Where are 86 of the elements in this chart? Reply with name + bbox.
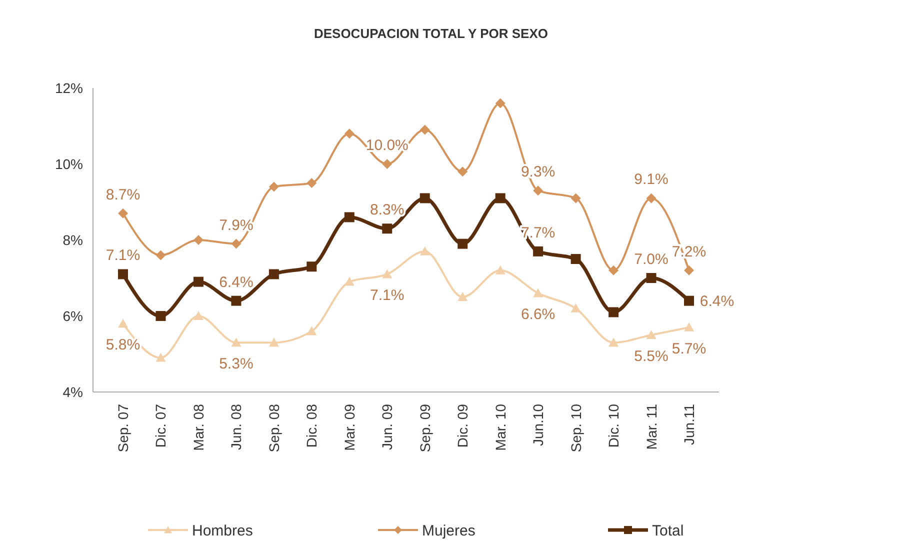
point <box>382 224 392 234</box>
data-label: 9.1% <box>634 171 668 188</box>
point <box>570 303 581 312</box>
point <box>458 166 468 177</box>
point <box>306 262 317 272</box>
x-tick-label: Dic. 07 <box>152 404 169 448</box>
point <box>646 273 656 283</box>
point <box>306 178 317 188</box>
point <box>420 246 430 256</box>
point <box>193 235 204 245</box>
point <box>684 322 694 332</box>
point <box>156 352 166 362</box>
point <box>646 193 656 204</box>
point <box>344 212 354 222</box>
legend-label: Mujeres <box>422 522 476 540</box>
point <box>193 276 204 287</box>
x-tick-label: Jun.11 <box>681 404 697 445</box>
legend-label: Total <box>652 522 684 540</box>
legend-label: Hombres <box>192 522 253 540</box>
data-label: 8.3% <box>370 202 404 219</box>
data-label: 6.4% <box>700 292 734 310</box>
point <box>193 311 204 320</box>
x-tick-label: Sep. 10 <box>568 404 584 452</box>
y-tick-label: 6% <box>62 308 83 324</box>
point <box>382 269 392 278</box>
point <box>268 182 279 192</box>
x-tick-label: Sep. 09 <box>416 404 433 452</box>
point <box>570 193 581 204</box>
point <box>608 307 619 318</box>
y-tick-label: 10% <box>54 156 83 172</box>
point <box>533 246 544 256</box>
x-tick-label: Jun. 09 <box>379 404 396 450</box>
point <box>458 238 468 249</box>
point <box>495 193 506 204</box>
x-tick-label: Jun.10 <box>530 404 546 446</box>
point <box>382 159 392 169</box>
data-label: 7.1% <box>106 247 140 264</box>
x-tick-label: Dic. 09 <box>454 404 471 448</box>
point <box>268 269 279 280</box>
x-tick-label: Mar. 08 <box>190 404 206 451</box>
point <box>156 250 166 260</box>
point <box>684 265 694 276</box>
point <box>495 265 506 274</box>
x-tick-label: Dic. 08 <box>304 404 320 448</box>
x-tick-label: Jun. 08 <box>228 404 244 450</box>
point <box>420 124 430 135</box>
data-label: 5.3% <box>219 356 254 373</box>
x-tick-label: Dic. 10 <box>606 404 622 448</box>
point <box>156 311 166 321</box>
point <box>231 296 242 306</box>
data-label: 7.0% <box>634 251 668 268</box>
point <box>344 276 354 286</box>
x-tick-label: Sep. 07 <box>115 404 131 452</box>
data-label: 8.7% <box>106 186 140 204</box>
data-label: 5.7% <box>672 340 706 358</box>
point <box>118 269 128 280</box>
chart-title: DESOCUPACION TOTAL Y POR SEXO <box>314 26 548 41</box>
data-label: 5.8% <box>106 336 140 354</box>
point <box>458 292 468 301</box>
point <box>684 296 694 306</box>
point <box>306 326 317 336</box>
data-label: 5.5% <box>634 348 668 365</box>
point <box>231 238 242 249</box>
point <box>608 338 619 347</box>
data-label: 7.1% <box>370 287 404 304</box>
point <box>118 318 128 328</box>
data-label: 6.6% <box>520 306 556 324</box>
y-tick-label: 12% <box>54 80 83 96</box>
y-tick-label: 8% <box>62 232 83 248</box>
point <box>495 98 506 108</box>
point <box>646 330 656 339</box>
y-tick-label: 4% <box>62 384 83 400</box>
point <box>420 193 430 204</box>
point <box>533 186 544 196</box>
point <box>570 254 581 264</box>
point <box>344 128 354 139</box>
point <box>533 288 544 298</box>
x-tick-label: Mar. 10 <box>492 404 508 451</box>
x-tick-label: Sep. 08 <box>266 404 282 452</box>
point <box>608 265 619 276</box>
point <box>268 338 279 347</box>
point <box>231 338 242 347</box>
x-tick-label: Mar. 11 <box>643 404 660 450</box>
x-tick-label: Mar. 09 <box>341 404 358 451</box>
data-label: 6.4% <box>219 274 254 291</box>
point <box>118 208 128 218</box>
